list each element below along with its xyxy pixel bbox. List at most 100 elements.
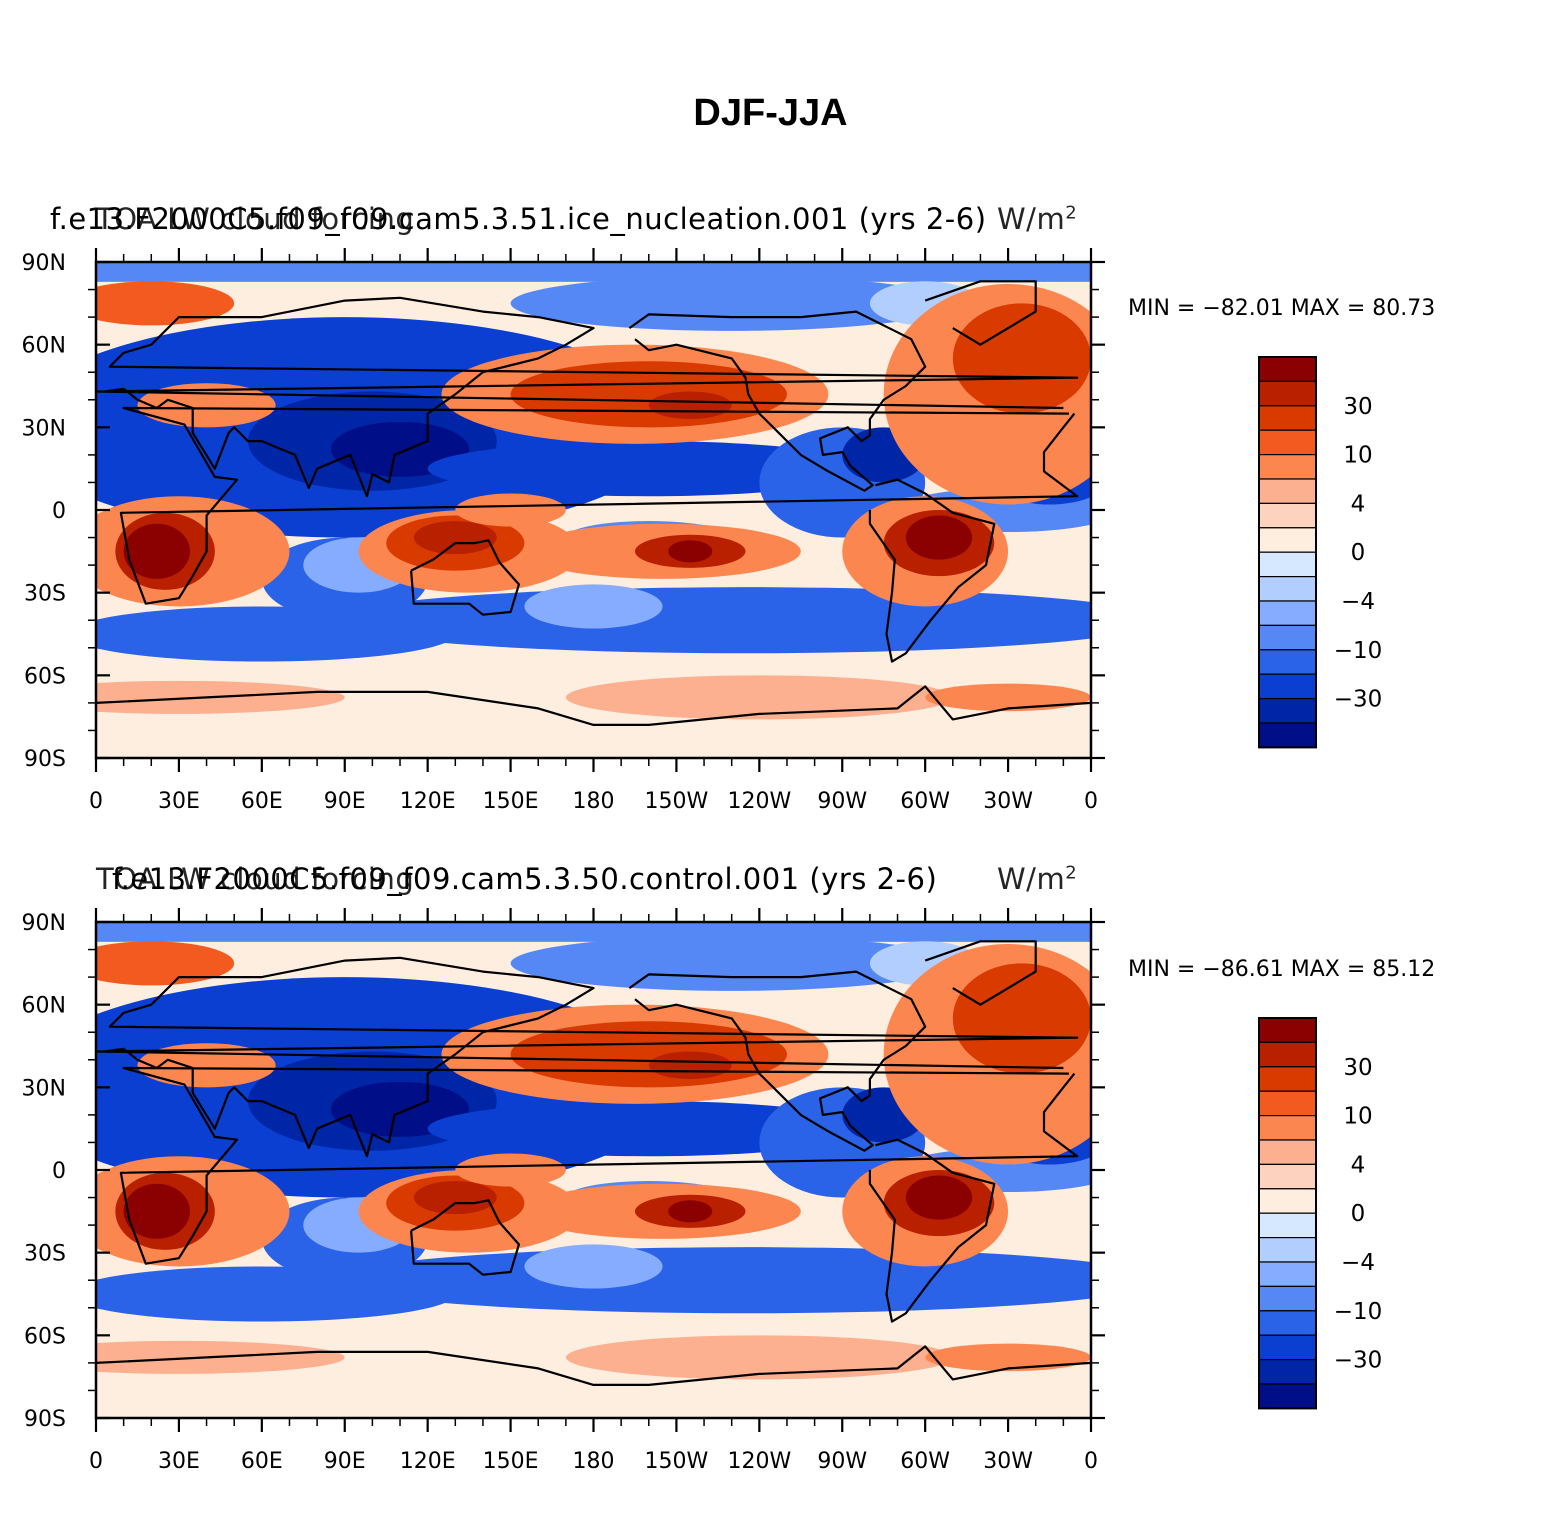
colorbar-swatch: [1258, 429, 1317, 456]
colorbar-label: 10: [1343, 1104, 1372, 1130]
field-contour: [668, 540, 713, 563]
lon-label: 90E: [324, 1449, 366, 1474]
coastline: [868, 1138, 996, 1323]
field-contour: [952, 303, 1091, 414]
colorbar-swatch: [1258, 722, 1317, 748]
field-contour: [648, 1051, 732, 1080]
coastline: [96, 956, 1079, 1158]
colorbar-swatch: [1258, 380, 1317, 407]
lat-label: 60N: [22, 334, 66, 359]
field-contour: [331, 1247, 1091, 1314]
colorbar-swatch: [1258, 527, 1317, 553]
colorbar-label: 4: [1351, 491, 1366, 517]
lon-label: 120E: [400, 1449, 456, 1474]
lon-label: 0: [89, 789, 103, 814]
colorbar-swatch: [1258, 1212, 1317, 1239]
lat-label: 30S: [24, 1242, 66, 1267]
bottom-left-title: f.e13.F2000C5.f09_f09.cam5.3.50.control.…: [112, 862, 938, 896]
field-contour: [123, 523, 190, 579]
field-contour: [331, 587, 1091, 654]
lat-label: 30N: [22, 416, 66, 441]
lon-label: 120W: [727, 789, 791, 814]
field-contour: [96, 727, 1091, 758]
field-contour: [413, 1181, 497, 1215]
colorbar-label: 10: [1343, 443, 1372, 469]
coastline: [924, 280, 1037, 346]
top-units-exponent: 2: [1065, 202, 1078, 224]
field-contour: [96, 606, 456, 662]
colorbar-swatch: [1258, 478, 1317, 504]
lon-label: 60W: [900, 1449, 950, 1474]
colorbar-label: 4: [1351, 1152, 1366, 1178]
colorbar-frame: [1258, 1017, 1317, 1410]
lat-label: 30S: [24, 582, 66, 607]
bottom-units-label: W/m2: [997, 862, 1077, 896]
colorbar-swatch: [1258, 1041, 1317, 1068]
top-units-label: W/m2: [997, 202, 1077, 236]
field-contour: [668, 1200, 713, 1223]
lon-label: 90W: [817, 1449, 867, 1474]
colorbar-swatch: [1258, 649, 1317, 675]
lon-label: 60W: [900, 789, 950, 814]
colorbar-swatch: [1258, 697, 1317, 724]
lat-label: 90N: [22, 251, 66, 276]
field-contour: [565, 675, 953, 720]
field-contour: [925, 1343, 1091, 1372]
colorbar-swatch: [1258, 624, 1317, 651]
lon-label: 120W: [727, 1449, 791, 1474]
arctic-band: [96, 922, 1091, 942]
coastline: [924, 940, 1037, 1006]
lon-label: 0: [89, 1449, 103, 1474]
bottom-center-title: TOA LW cloud forcing: [96, 862, 415, 896]
colorbar-swatch: [1258, 1163, 1317, 1190]
colorbar-swatch: [1258, 1334, 1317, 1361]
colorbar-swatch: [1258, 551, 1317, 578]
colorbar-swatch: [1258, 1066, 1317, 1092]
field-contour: [905, 515, 973, 560]
colorbar: 30 10 4 0 −4 −10 −30: [1258, 1017, 1382, 1410]
map-panel-bottom: 90N 60N 30N 0 30S 60S 90S 0 30E 60E 90E 120E 150E 180…: [22, 908, 1382, 1474]
colorbar: 30 10 4 0 −4 −10 −30: [1258, 356, 1383, 749]
colorbar-label: −10: [1334, 638, 1383, 664]
bottom-units-exponent: 2: [1065, 862, 1078, 884]
coastline: [628, 310, 927, 492]
field-contour: [952, 963, 1091, 1074]
lon-label: 60E: [241, 1449, 283, 1474]
field-contour: [96, 1387, 1091, 1418]
field-contour: [96, 281, 235, 326]
colorbar-swatch: [1258, 1383, 1317, 1409]
colorbar-swatch: [1258, 1261, 1317, 1287]
colorbar-swatch: [1258, 502, 1317, 529]
lat-label: 60S: [24, 1324, 66, 1349]
lon-label: 30W: [983, 789, 1033, 814]
field-contour: [455, 1153, 566, 1187]
lon-label: 150E: [483, 1449, 539, 1474]
colorbar-swatch: [1258, 1236, 1317, 1263]
lat-label: 60S: [24, 664, 66, 689]
colorbar-swatch: [1258, 1188, 1317, 1214]
lon-label: 90W: [817, 789, 867, 814]
lat-label: 90S: [24, 1407, 66, 1432]
bottom-minmax: MIN = −86.61 MAX = 85.12: [1128, 957, 1436, 982]
lon-label: 0: [1084, 1449, 1098, 1474]
field-contour: [96, 1266, 456, 1322]
map-field: [96, 922, 1091, 1418]
coastline: [410, 539, 520, 616]
colorbar-swatch: [1258, 1358, 1317, 1385]
colorbar-swatch: [1258, 1139, 1317, 1165]
colorbar-swatch: [1258, 1285, 1317, 1312]
colorbar-swatch: [1258, 1114, 1317, 1141]
lon-label: 180: [573, 1449, 615, 1474]
coastline: [868, 478, 996, 663]
field-contour: [565, 1335, 953, 1380]
top-units-text: W/m: [997, 202, 1066, 236]
field-contour: [96, 941, 235, 986]
colorbar-swatch: [1258, 1017, 1317, 1043]
lat-label: 0: [52, 1159, 66, 1184]
figure-title: DJF-JJA: [693, 92, 848, 134]
field-contour: [905, 1175, 973, 1220]
lat-label: 90S: [24, 747, 66, 772]
field-contour: [123, 1183, 190, 1239]
map-field: [96, 262, 1091, 758]
